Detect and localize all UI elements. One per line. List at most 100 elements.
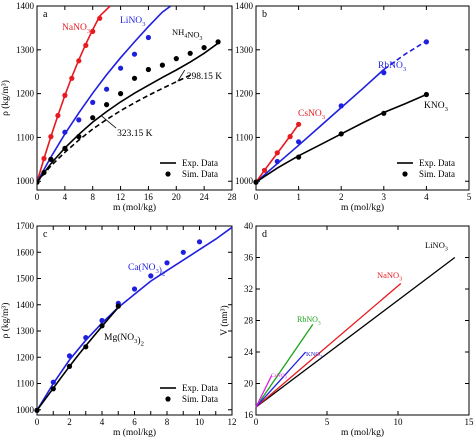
nh4no3-point xyxy=(62,145,68,151)
cano32-point xyxy=(131,286,138,292)
csno3-line xyxy=(255,375,273,408)
mgno32-point xyxy=(83,344,89,350)
nh4no3-point xyxy=(131,75,138,81)
csno3-point xyxy=(287,134,293,140)
csno3-point xyxy=(274,150,280,156)
rbno3-label: RbNO3 xyxy=(297,315,321,326)
y-tick-label: 1100 xyxy=(16,132,34,142)
csno3-label-text: CsNO xyxy=(298,109,322,119)
nano3-point xyxy=(83,42,89,49)
csno3-label-sub: 3 xyxy=(322,114,326,121)
nano3-label-sub: 3 xyxy=(87,28,91,35)
lino3-label-sub: 3 xyxy=(445,247,448,253)
y-tick-label: 1200 xyxy=(235,89,254,99)
nh4no3-point xyxy=(159,62,165,68)
annotation-298: 298.15 K xyxy=(187,72,223,82)
mgno32-label-sub: 2 xyxy=(141,341,144,348)
panel-label: c xyxy=(43,229,48,240)
kno3-label-text: KNO xyxy=(306,351,320,358)
x-axis-label: m (mol/kg) xyxy=(341,427,384,438)
kno3-point xyxy=(381,110,387,116)
panel-label: d xyxy=(262,229,267,240)
rbno3-label-sub: 3 xyxy=(318,320,321,326)
mgno32-point xyxy=(66,363,73,369)
csno3-label: CsNO3 xyxy=(298,109,326,121)
lino3-label-sub: 3 xyxy=(142,21,146,28)
y-tick-label: 1400 xyxy=(235,1,254,11)
kno3-label: KNO3 xyxy=(306,351,323,359)
x-tick-label: 5 xyxy=(467,192,472,202)
y-tick-label: 1400 xyxy=(16,300,35,310)
nh4no3-point xyxy=(173,56,179,62)
x-tick-label: 0 xyxy=(35,417,40,427)
x-tick-label: 12 xyxy=(228,417,237,427)
nano3-point xyxy=(62,92,68,98)
mgno32-curve xyxy=(36,306,119,411)
nano3-point xyxy=(69,75,75,81)
x-tick-label: 4 xyxy=(100,417,105,427)
x-axis-label: m (mol/kg) xyxy=(113,202,156,213)
nh4no3-point xyxy=(118,91,124,97)
lino3-point xyxy=(131,51,138,57)
csno3-point xyxy=(261,167,268,173)
legend-label-sim: Sim. Data xyxy=(182,169,218,179)
kno3-point xyxy=(338,131,344,137)
cano32-point xyxy=(66,353,73,359)
x-tick-label: 8 xyxy=(90,192,95,202)
mgno32-label: Mg(NO3)2 xyxy=(104,332,144,348)
nh4no3-point xyxy=(201,45,207,51)
rbno3-point xyxy=(381,70,387,76)
plot-frame xyxy=(255,225,470,416)
nh4no3-label-text: NH xyxy=(172,27,184,37)
rbno3-label-text: RbNO xyxy=(378,61,403,71)
nh4no3-curve xyxy=(37,42,219,183)
csno3-label-sub: 3 xyxy=(285,376,287,380)
x-tick-label: 16 xyxy=(144,192,154,202)
csno3-label: CsNO3 xyxy=(271,373,287,380)
x-tick-label: 10 xyxy=(394,417,404,427)
nh4no3-point xyxy=(215,39,221,45)
x-tick-label: 3 xyxy=(382,192,387,202)
y-tick-label: 1300 xyxy=(16,45,35,55)
nano3-label: NaNO3 xyxy=(62,23,91,35)
lino3-line xyxy=(255,256,456,408)
nh4no3-point xyxy=(48,156,54,162)
panel-a-series xyxy=(37,6,221,185)
nano3-label: NaNO3 xyxy=(377,270,402,283)
x-tick-label: 5 xyxy=(325,417,330,427)
rbno3-curve xyxy=(255,68,385,183)
y-axis-label: ρ (kg/m³) xyxy=(0,303,11,339)
cano32-label: Ca(NO3)2 xyxy=(128,262,165,278)
lino3-curve xyxy=(37,6,172,183)
x-tick-label: 6 xyxy=(132,417,137,427)
y-tick-label: 16 xyxy=(244,410,254,420)
x-tick-label: 12 xyxy=(116,192,125,202)
legend-marker-sim xyxy=(165,396,171,402)
nh4no3-label-sub: 4 xyxy=(184,34,187,40)
lino3-point xyxy=(90,99,96,105)
y-tick-label: 1300 xyxy=(235,45,254,55)
rbno3-line xyxy=(255,324,314,408)
kno3-point xyxy=(253,179,259,185)
nano3-line xyxy=(255,283,402,408)
rbno3-label: RbNO3 xyxy=(378,61,407,73)
y-tick-label: 1000 xyxy=(16,405,35,415)
cano32-label-sub: 2 xyxy=(162,271,165,278)
x-tick-label: 4 xyxy=(63,192,68,202)
lino3-label-text: LiNO xyxy=(120,16,142,26)
cano32-label-text: ) xyxy=(159,265,162,276)
lino3-point xyxy=(76,117,82,123)
nh4no3-point xyxy=(41,169,47,176)
legend-label-exp: Exp. Data xyxy=(419,158,455,168)
nh4no3-curve-dashed xyxy=(37,74,191,183)
nh4no3-point xyxy=(76,134,82,140)
y-tick-label: 1200 xyxy=(16,89,35,99)
x-tick-label: 0 xyxy=(254,192,259,202)
x-tick-label: 2 xyxy=(67,417,72,427)
kno3-line xyxy=(255,351,307,408)
x-tick-label: 4 xyxy=(424,192,429,202)
lino3-point xyxy=(62,129,68,135)
lino3-point xyxy=(145,34,151,41)
nh4no3-label: NH4NO3 xyxy=(172,27,203,42)
